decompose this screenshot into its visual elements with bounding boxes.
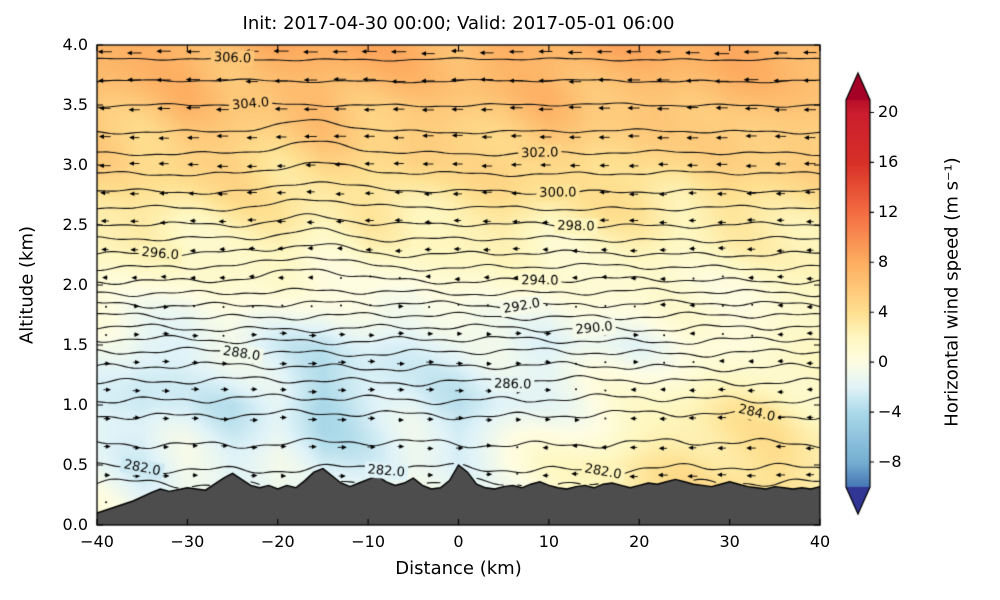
y-tick-label: 4.0 — [62, 35, 88, 54]
y-tick-label: 3.5 — [62, 95, 88, 114]
x-tick-label: 10 — [538, 532, 560, 551]
y-tick-label: 1.5 — [62, 335, 88, 354]
colorbar-tick-label: 4 — [878, 302, 889, 322]
y-tick-label: 2.5 — [62, 215, 88, 234]
colorbar-tick-label: −4 — [878, 402, 902, 422]
colorbar-tick-label: 8 — [878, 252, 889, 272]
y-axis-label: Altitude (km) — [16, 225, 38, 345]
colorbar-tick-label: 0 — [878, 352, 889, 372]
y-tick-label: 0.0 — [62, 515, 88, 534]
x-tick-label: −30 — [170, 532, 205, 551]
y-tick-label: 2.0 — [62, 275, 88, 294]
x-tick-label: 0 — [453, 532, 464, 551]
y-tick-label: 3.0 — [62, 155, 88, 174]
y-tick-label: 0.5 — [62, 455, 88, 474]
x-tick-label: −20 — [260, 532, 295, 551]
colorbar-tick-label: 20 — [878, 102, 899, 122]
x-axis-label: Distance (km) — [395, 558, 522, 579]
x-tick-label: −10 — [351, 532, 385, 551]
colorbar-tick-label: −8 — [878, 452, 902, 472]
chart-title: Init: 2017-04-30 00:00; Valid: 2017-05-0… — [242, 13, 675, 34]
x-tick-label: 20 — [629, 532, 650, 551]
y-tick-label: 1.0 — [62, 395, 88, 414]
colorbar-tick-label: 12 — [878, 202, 899, 222]
x-tick-label: −40 — [80, 532, 114, 551]
colorbar-label: Horizontal wind speed (m s⁻¹) — [941, 157, 963, 427]
colorbar-tick-label: 16 — [878, 152, 899, 172]
x-tick-label: 30 — [719, 532, 740, 551]
x-tick-label: 40 — [809, 532, 831, 551]
